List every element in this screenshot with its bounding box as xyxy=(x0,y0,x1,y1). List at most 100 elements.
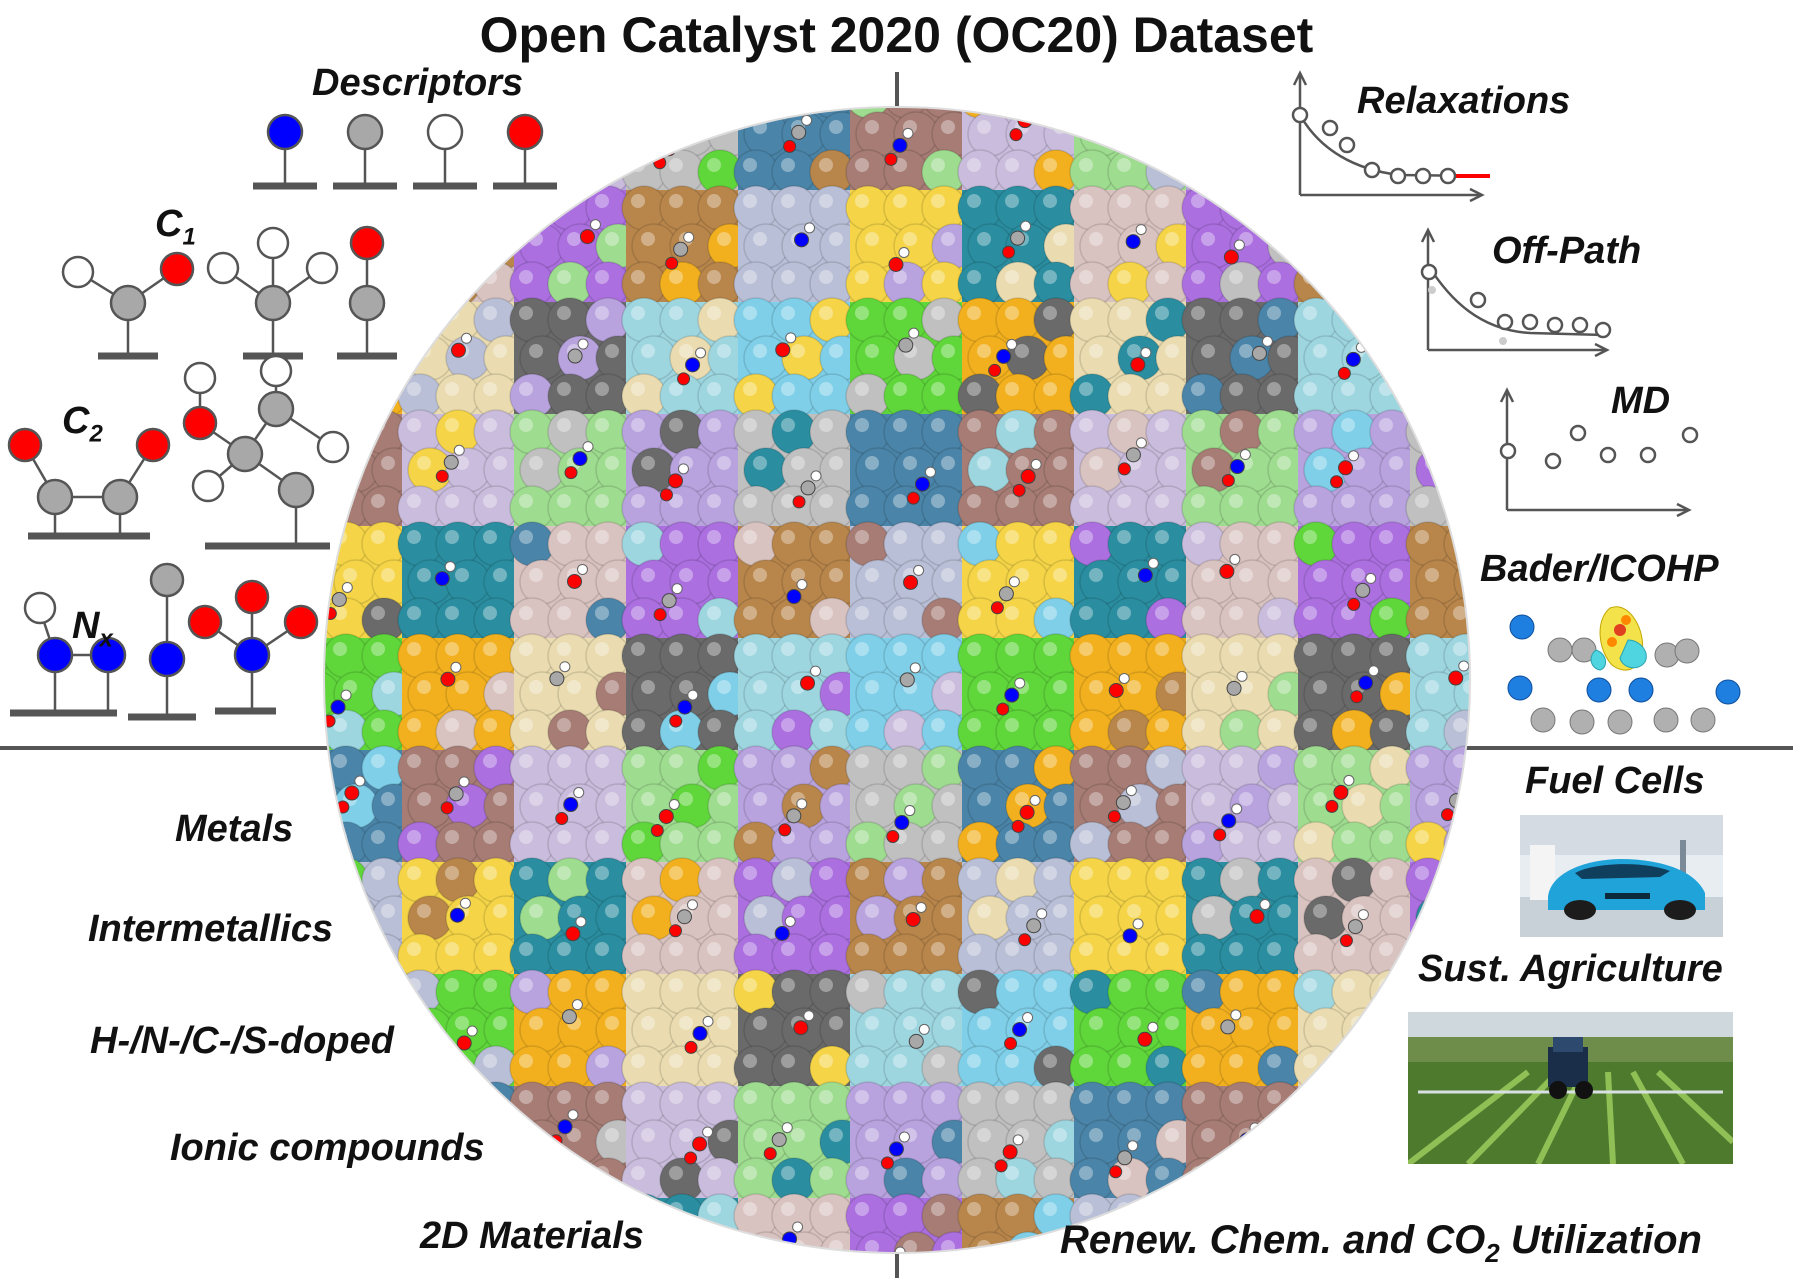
descriptor-nitrogen-atom xyxy=(253,113,317,190)
c1-molecule-co xyxy=(337,225,397,360)
material-metals: Metals xyxy=(175,808,294,850)
descriptors-label: Descriptors xyxy=(312,62,524,104)
surface-tile xyxy=(845,107,977,195)
surface-tile xyxy=(1293,857,1425,979)
surface-tile xyxy=(397,409,529,531)
c1-molecule-ch3 xyxy=(206,226,339,360)
surface-tile xyxy=(957,409,1089,531)
surface-tile xyxy=(509,857,641,979)
surface-tile xyxy=(621,857,753,979)
surface-tile xyxy=(845,521,977,643)
c1-label-main: C xyxy=(155,203,183,245)
surface-tile xyxy=(845,1081,977,1203)
surface-tile xyxy=(733,745,865,867)
md-plot xyxy=(1499,387,1699,518)
bader-icohp-label: Bader/ICOHP xyxy=(1480,548,1719,590)
surface-tile xyxy=(1181,1081,1313,1203)
surface-tile xyxy=(957,1081,1089,1203)
surface-tile xyxy=(621,185,753,307)
surface-tile xyxy=(621,107,753,195)
surface-tile xyxy=(1293,969,1425,1091)
surface-tile xyxy=(845,857,977,979)
surface-tile xyxy=(509,185,641,307)
surface-tile xyxy=(957,857,1089,979)
surface-tile xyxy=(733,521,865,643)
figure-title: Open Catalyst 2020 (OC20) Dataset xyxy=(479,7,1314,63)
surface-tile xyxy=(1293,633,1425,755)
c2-label: C2 xyxy=(62,400,103,449)
surface-tile xyxy=(1293,521,1425,643)
surface-tile xyxy=(1405,633,1470,755)
surface-tile xyxy=(397,745,529,867)
agriculture-tractor-photo xyxy=(1408,1012,1733,1164)
c1-label: C1 xyxy=(155,203,196,252)
surface-tile xyxy=(845,185,977,307)
surface-tile xyxy=(845,1193,977,1253)
surface-tile xyxy=(845,633,977,755)
surface-tile xyxy=(733,857,865,979)
nx-label-sub: x xyxy=(99,625,113,653)
surface-tile xyxy=(845,745,977,867)
surface-tile xyxy=(733,185,865,307)
surface-tile xyxy=(621,409,753,531)
c2-molecule-ch2ch2oh xyxy=(182,354,350,550)
surface-tile xyxy=(509,409,641,531)
c1-molecules xyxy=(61,225,397,360)
nx-label: Nx xyxy=(72,605,113,654)
surface-tile xyxy=(621,633,753,755)
renewables-label-main: Renew. Chem. and CO xyxy=(1060,1218,1486,1262)
surface-tile xyxy=(1069,745,1201,867)
material-ionic: Ionic compounds xyxy=(170,1127,485,1169)
surface-tile xyxy=(845,297,977,419)
surface-tile xyxy=(733,1081,865,1203)
nx-molecule-cn xyxy=(128,562,196,721)
surface-tile xyxy=(1405,409,1470,531)
descriptor-oxygen-atom xyxy=(493,113,557,190)
c2-label-sub: 2 xyxy=(89,420,103,448)
surface-tile xyxy=(1405,297,1470,419)
material-2d: 2D Materials xyxy=(420,1215,644,1257)
surface-tile xyxy=(1293,1081,1425,1203)
surface-tile xyxy=(397,185,529,307)
surface-tile xyxy=(733,633,865,755)
surface-tile xyxy=(397,969,529,1091)
c1-label-sub: 1 xyxy=(182,223,196,251)
surface-tile xyxy=(957,297,1089,419)
surface-tile xyxy=(1069,857,1201,979)
descriptor-single-atoms xyxy=(253,113,557,190)
nx-molecule-no2 xyxy=(187,579,319,715)
surface-tile xyxy=(1181,969,1313,1091)
surface-tile xyxy=(957,185,1089,307)
surface-tile xyxy=(1181,857,1313,979)
surface-tile xyxy=(1293,185,1425,307)
descriptor-hydrogen-atom xyxy=(413,113,477,190)
surface-tile xyxy=(1069,107,1201,195)
surface-tile xyxy=(1069,185,1201,307)
surface-tile xyxy=(324,1193,417,1253)
renewables-label-tail: Utilization xyxy=(1499,1218,1702,1262)
surface-tile xyxy=(509,521,641,643)
surface-tile xyxy=(509,969,641,1091)
relaxations-label: Relaxations xyxy=(1357,80,1571,122)
surface-tile xyxy=(1181,297,1313,419)
surface-tile xyxy=(621,297,753,419)
surface-tile xyxy=(1293,297,1425,419)
surface-tile xyxy=(324,633,417,755)
surface-tile xyxy=(621,521,753,643)
surface-tile xyxy=(1181,107,1313,195)
surface-tile xyxy=(1293,745,1425,867)
surface-tile xyxy=(957,745,1089,867)
surface-tile xyxy=(1181,409,1313,531)
material-doped: H-/N-/C-/S-doped xyxy=(90,1020,394,1062)
surface-tile xyxy=(397,857,529,979)
surface-tile xyxy=(1069,409,1201,531)
c1-molecule-cho xyxy=(61,251,195,360)
surface-tile xyxy=(509,297,641,419)
surface-tile xyxy=(397,633,529,755)
surface-tile xyxy=(1181,745,1313,867)
surface-tile xyxy=(621,1081,753,1203)
surface-tile xyxy=(1181,185,1313,307)
nx-label-main: N xyxy=(72,605,100,647)
surface-tile xyxy=(733,297,865,419)
